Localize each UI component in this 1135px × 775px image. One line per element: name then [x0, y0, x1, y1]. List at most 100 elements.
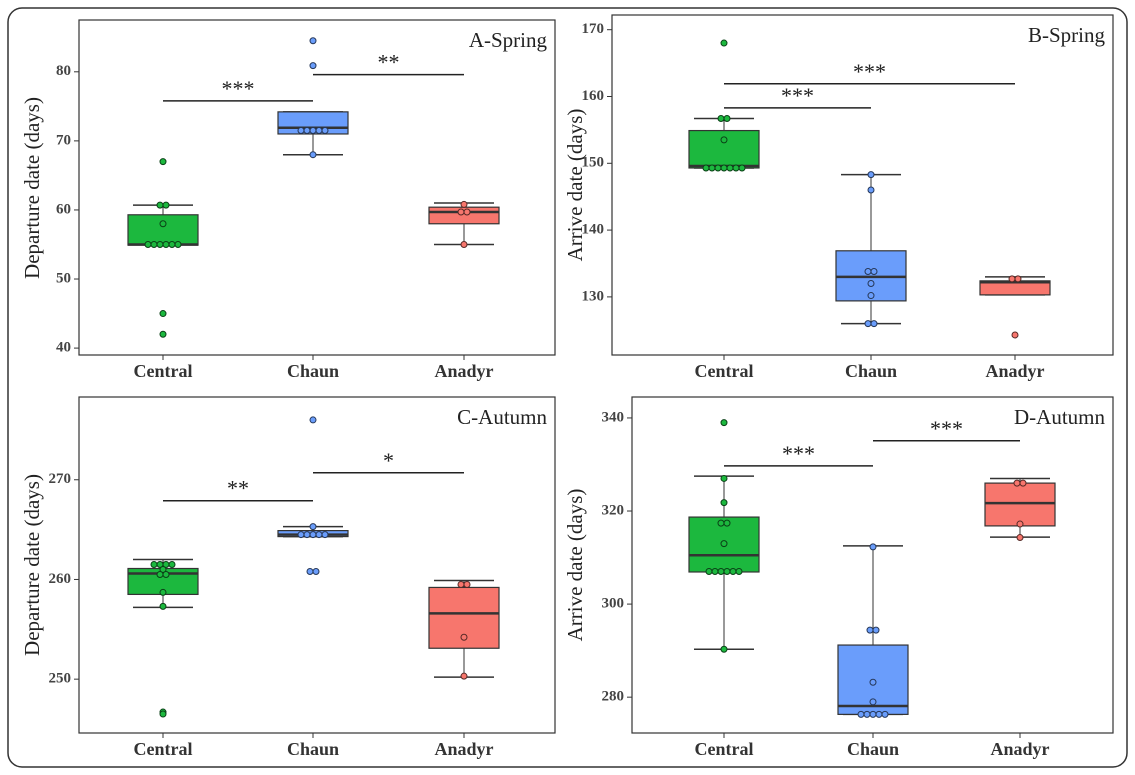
data-point [162, 240, 170, 248]
y-tick-label: 50 [56, 270, 71, 286]
y-tick-label: 250 [49, 671, 72, 687]
data-point [857, 710, 865, 718]
y-axis-label: Departure date (days) [20, 474, 44, 656]
data-point [1016, 534, 1024, 542]
data-point [869, 698, 877, 706]
data-point [867, 186, 875, 194]
plot-frame [78, 396, 556, 734]
data-point [321, 531, 329, 539]
data-point [723, 568, 731, 576]
data-point [150, 240, 158, 248]
data-point [159, 565, 167, 573]
data-point [723, 519, 731, 527]
data-point [867, 292, 875, 300]
box [127, 214, 199, 246]
significance-label: ** [378, 50, 400, 75]
data-point [881, 710, 889, 718]
data-point [159, 602, 167, 610]
data-point [312, 567, 320, 575]
data-point [309, 523, 317, 531]
data-point [306, 567, 314, 575]
data-point [309, 151, 317, 159]
x-tick-label: Central [695, 739, 754, 759]
data-point [872, 626, 880, 634]
significance-label: * [383, 448, 394, 473]
y-tick-label: 60 [56, 201, 71, 217]
y-tick-label: 140 [582, 222, 605, 238]
data-point [297, 127, 305, 135]
x-tick-label: Anadyr [985, 361, 1044, 381]
y-tick-label: 80 [56, 63, 71, 79]
y-tick-label: 300 [602, 596, 625, 612]
y-tick-label: 340 [602, 409, 625, 425]
y-axis-label: Arrive date (days) [563, 489, 587, 642]
y-tick-label: 130 [582, 288, 605, 304]
significance-label: *** [853, 59, 886, 84]
data-point [309, 62, 317, 70]
data-point [867, 280, 875, 288]
y-tick-label: 170 [582, 21, 605, 37]
data-point [159, 158, 167, 166]
x-tick-label: Chaun [847, 739, 899, 759]
data-point [159, 588, 167, 596]
data-point [144, 240, 152, 248]
y-tick-label: 260 [49, 571, 72, 587]
data-point [702, 164, 710, 172]
data-point [869, 710, 877, 718]
data-point [457, 208, 465, 216]
data-point [168, 561, 176, 569]
data-point [729, 568, 737, 576]
data-point [723, 115, 731, 123]
data-point [863, 710, 871, 718]
plot-frame [611, 14, 1114, 356]
data-point [156, 201, 164, 209]
significance-label: *** [781, 83, 814, 108]
x-tick-label: Chaun [845, 361, 897, 381]
data-point [720, 499, 728, 507]
data-point [732, 164, 740, 172]
data-point [159, 710, 167, 718]
data-point [720, 164, 728, 172]
data-point [864, 320, 872, 328]
data-point [315, 531, 323, 539]
y-tick-label: 70 [56, 132, 71, 148]
data-point [460, 672, 468, 680]
data-point [321, 127, 329, 135]
data-point [1013, 479, 1021, 487]
data-point [1014, 275, 1022, 283]
box [979, 280, 1051, 296]
data-point [309, 531, 317, 539]
data-point [717, 115, 725, 123]
data-point [309, 37, 317, 45]
data-point [870, 320, 878, 328]
panel-title: A-Spring [469, 28, 548, 52]
data-point [460, 633, 468, 641]
y-axis-label: Arrive date (days) [563, 109, 587, 262]
x-tick-label: Anadyr [434, 739, 493, 759]
data-point [869, 543, 877, 551]
box [428, 206, 500, 225]
y-tick-label: 280 [602, 689, 625, 705]
data-point [720, 419, 728, 427]
plot-frame [78, 19, 556, 356]
data-point [457, 580, 465, 588]
significance-label: *** [782, 441, 815, 466]
data-point [156, 570, 164, 578]
data-point [460, 200, 468, 208]
box [984, 482, 1056, 527]
data-point [309, 127, 317, 135]
data-point [156, 240, 164, 248]
x-tick-label: Central [134, 739, 193, 759]
data-point [875, 710, 883, 718]
data-point [162, 570, 170, 578]
panel-title: B-Spring [1028, 23, 1106, 47]
data-point [720, 39, 728, 47]
significance-label: *** [222, 76, 255, 101]
x-tick-label: Central [134, 361, 193, 381]
data-point [735, 568, 743, 576]
data-point [162, 201, 170, 209]
y-tick-label: 270 [49, 471, 72, 487]
panel-title: C-Autumn [457, 405, 547, 429]
data-point [463, 580, 471, 588]
